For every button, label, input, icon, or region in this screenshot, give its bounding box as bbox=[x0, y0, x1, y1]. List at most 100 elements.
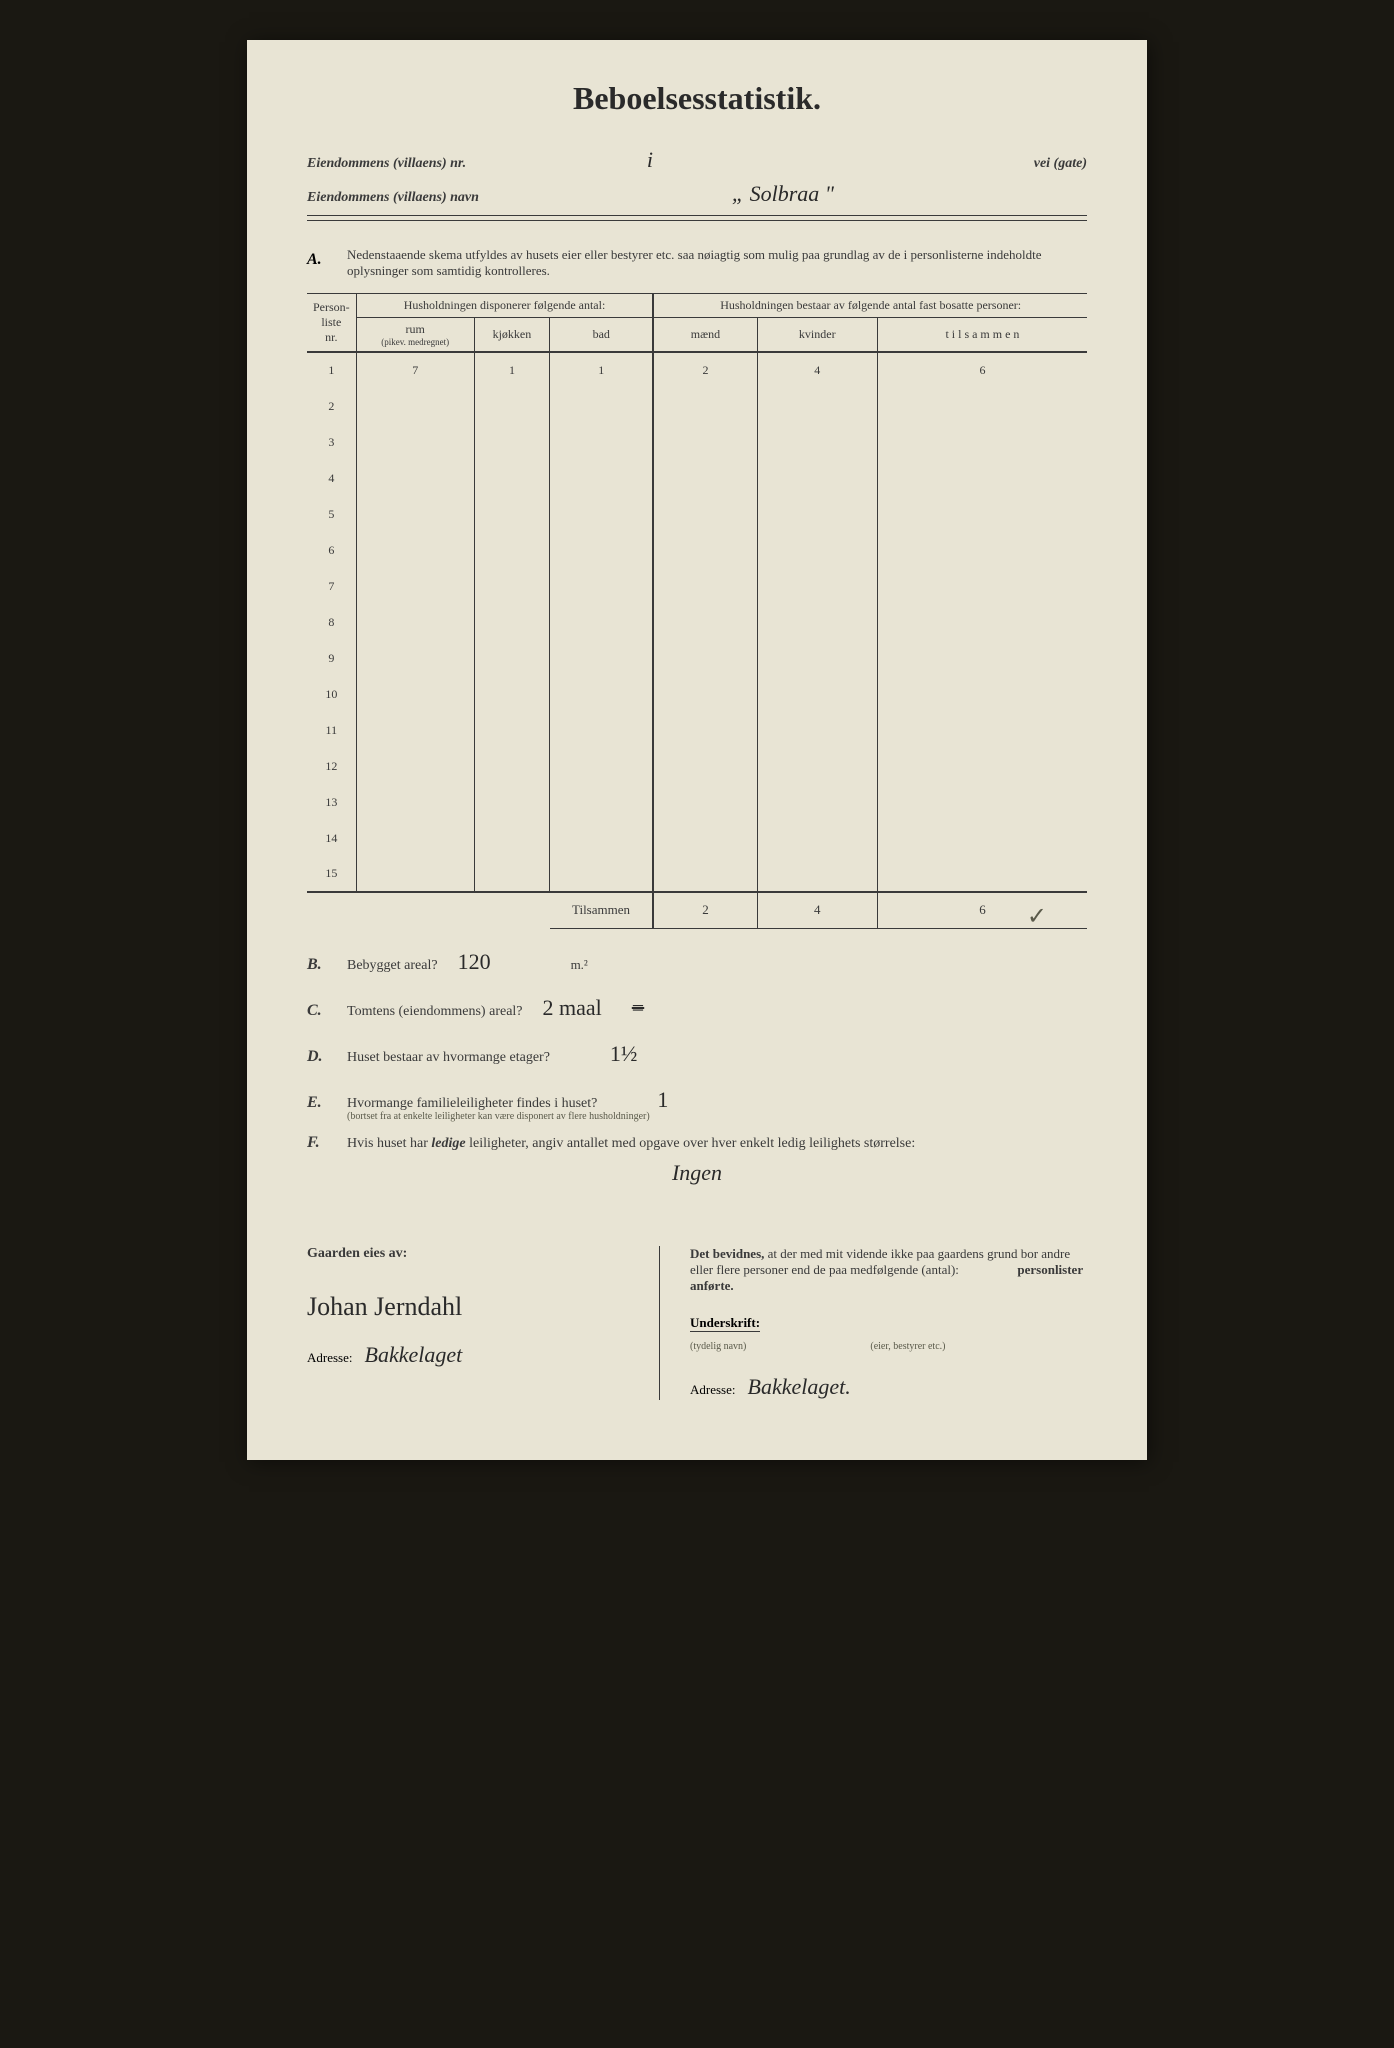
table-row: 14 bbox=[307, 820, 1087, 856]
table-row: 11 bbox=[307, 712, 1087, 748]
row-maend bbox=[653, 496, 757, 532]
row-kjokken bbox=[474, 640, 549, 676]
table-row: 8 bbox=[307, 604, 1087, 640]
row-maend bbox=[653, 856, 757, 892]
table-row: 12 bbox=[307, 748, 1087, 784]
col-rum: rum (pikev. medregnet) bbox=[356, 318, 474, 353]
col-bad: bad bbox=[550, 318, 654, 353]
col-maend: mænd bbox=[653, 318, 757, 353]
row-kjokken bbox=[474, 784, 549, 820]
section-f-answer-wrap: Ingen bbox=[307, 1160, 1087, 1186]
row-kjokken bbox=[474, 820, 549, 856]
section-b-letter: B. bbox=[307, 956, 347, 974]
row-rum bbox=[356, 712, 474, 748]
row-bad bbox=[550, 388, 654, 424]
section-b-answer: 120 bbox=[458, 949, 491, 975]
section-f-question: Hvis huset har ledige leiligheter, angiv… bbox=[347, 1136, 1067, 1152]
row-rum bbox=[356, 676, 474, 712]
row-rum bbox=[356, 532, 474, 568]
row-maend: 2 bbox=[653, 352, 757, 388]
row-kvinder bbox=[757, 532, 877, 568]
checkmark: ✓ bbox=[1027, 902, 1047, 931]
row-nr: 14 bbox=[307, 820, 356, 856]
navn-label: Eiendommens (villaens) navn bbox=[307, 190, 479, 206]
row-tilsammen bbox=[877, 820, 1087, 856]
row-kvinder bbox=[757, 748, 877, 784]
tilsammen-maend: 2 bbox=[653, 892, 757, 928]
row-maend bbox=[653, 712, 757, 748]
row-maend bbox=[653, 820, 757, 856]
row-tilsammen bbox=[877, 532, 1087, 568]
row-nr: 5 bbox=[307, 496, 356, 532]
row-bad bbox=[550, 604, 654, 640]
row-bad bbox=[550, 640, 654, 676]
table-row: 7 bbox=[307, 568, 1087, 604]
row-kjokken bbox=[474, 604, 549, 640]
row-kvinder bbox=[757, 496, 877, 532]
row-nr: 8 bbox=[307, 604, 356, 640]
row-kvinder bbox=[757, 640, 877, 676]
vei-label: vei (gate) bbox=[1034, 156, 1087, 172]
bevidnes-text: Det bevidnes, at der med mit vidende ikk… bbox=[690, 1246, 1087, 1294]
row-rum bbox=[356, 820, 474, 856]
navn-value: „ Solbraa " bbox=[732, 181, 834, 207]
row-nr: 13 bbox=[307, 784, 356, 820]
row-rum bbox=[356, 856, 474, 892]
section-c-letter: C. bbox=[307, 1002, 347, 1020]
section-c-question: Tomtens (eiendommens) areal? bbox=[347, 1004, 523, 1020]
section-a-letter: A. bbox=[307, 241, 347, 269]
row-kvinder bbox=[757, 712, 877, 748]
row-kjokken bbox=[474, 388, 549, 424]
table-row: 6 bbox=[307, 532, 1087, 568]
row-kvinder bbox=[757, 568, 877, 604]
row-kvinder bbox=[757, 784, 877, 820]
row-rum bbox=[356, 640, 474, 676]
page-title: Beboelsesstatistik. bbox=[307, 80, 1087, 117]
row-kjokken bbox=[474, 748, 549, 784]
row-kvinder bbox=[757, 424, 877, 460]
row-bad bbox=[550, 712, 654, 748]
row-bad bbox=[550, 424, 654, 460]
col-kjokken: kjøkken bbox=[474, 318, 549, 353]
section-e-answer: 1 bbox=[657, 1087, 668, 1113]
adresse-label-left: Adresse: bbox=[307, 1350, 353, 1366]
row-maend bbox=[653, 460, 757, 496]
section-a-header: A. Nedenstaaende skema utfyldes av huset… bbox=[307, 241, 1087, 294]
tilsammen-empty bbox=[307, 892, 550, 928]
section-b-question: Bebygget areal? bbox=[347, 958, 438, 974]
row-bad bbox=[550, 748, 654, 784]
row-kjokken bbox=[474, 496, 549, 532]
tilsammen-kvinder: 4 bbox=[757, 892, 877, 928]
row-kvinder bbox=[757, 604, 877, 640]
divider bbox=[307, 215, 1087, 216]
row-kjokken bbox=[474, 424, 549, 460]
main-table: Person- liste nr. Husholdningen disponer… bbox=[307, 294, 1087, 929]
section-e-note: (bortset fra at enkelte leiligheter kan … bbox=[347, 1111, 1087, 1122]
section-b-unit: m.² bbox=[571, 957, 588, 973]
eier-bestyrer: (eier, bestyrer etc.) bbox=[870, 1341, 945, 1352]
row-rum bbox=[356, 388, 474, 424]
section-f-answer: Ingen bbox=[672, 1160, 722, 1185]
row-maend bbox=[653, 676, 757, 712]
underskrift-label: Underskrift: bbox=[690, 1315, 760, 1332]
row-kvinder bbox=[757, 820, 877, 856]
row-kvinder bbox=[757, 460, 877, 496]
tilsammen-total-value: 6 bbox=[979, 902, 986, 917]
row-tilsammen bbox=[877, 640, 1087, 676]
row-rum bbox=[356, 496, 474, 532]
section-f-letter: F. bbox=[307, 1134, 347, 1152]
row-kvinder bbox=[757, 388, 877, 424]
row-kvinder bbox=[757, 856, 877, 892]
row-maend bbox=[653, 532, 757, 568]
row-kjokken bbox=[474, 568, 549, 604]
row-tilsammen bbox=[877, 496, 1087, 532]
section-f: F. Hvis huset har ledige leiligheter, an… bbox=[307, 1134, 1087, 1152]
adresse-label-right: Adresse: bbox=[690, 1382, 736, 1398]
row-rum bbox=[356, 748, 474, 784]
col-rum-note: (pikev. medregnet) bbox=[363, 337, 468, 347]
col-rum-label: rum bbox=[363, 322, 468, 337]
row-kjokken: 1 bbox=[474, 352, 549, 388]
row-kjokken bbox=[474, 676, 549, 712]
row-nr: 11 bbox=[307, 712, 356, 748]
tilsammen-total: 6 ✓ bbox=[877, 892, 1087, 928]
